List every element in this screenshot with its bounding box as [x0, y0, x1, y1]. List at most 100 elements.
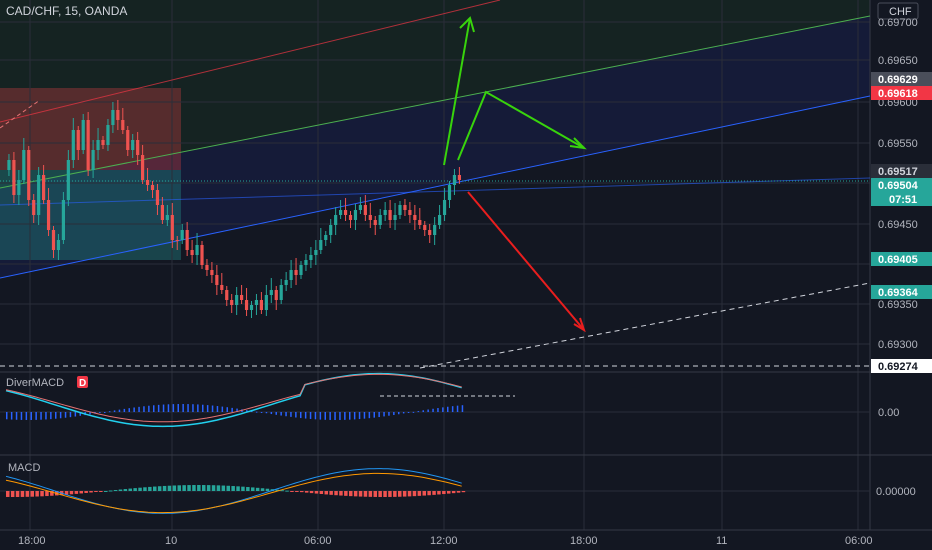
divermacd-histogram — [6, 404, 464, 420]
macd-bar — [187, 485, 191, 491]
candle-body — [190, 250, 194, 255]
candle-body — [141, 155, 145, 180]
macd-bar — [108, 490, 113, 492]
candle-body — [423, 225, 427, 230]
divermacd-bar — [79, 412, 81, 416]
candle-body — [235, 295, 239, 305]
divermacd-bar — [275, 412, 277, 415]
price-tick: 0.69550 — [878, 138, 918, 150]
divermacd-bar — [402, 412, 405, 414]
price-tag-text: 0.69618 — [878, 88, 918, 100]
divermacd-bar — [162, 404, 165, 412]
macd-bar — [221, 485, 226, 491]
candle-body — [42, 175, 46, 200]
macd-bar — [432, 491, 436, 495]
divermacd-bar — [353, 412, 356, 420]
divermacd-bar — [442, 407, 444, 412]
divermacd-bar — [221, 406, 224, 412]
divermacd-bar — [344, 412, 346, 420]
macd-tick: 0.00000 — [876, 486, 916, 498]
time-axis[interactable]: 18:00 10 06:00 12:00 18:00 11 06:00 — [18, 535, 873, 547]
macd-bar — [236, 486, 240, 491]
green-up-arrow[interactable] — [443, 16, 475, 166]
dashed-trend-line[interactable] — [419, 282, 871, 369]
green-channel-line[interactable] — [0, 15, 871, 189]
divermacd-bar — [40, 412, 42, 420]
red-channel-line[interactable] — [0, 0, 501, 123]
candle-body — [180, 230, 184, 240]
candle-body — [279, 285, 283, 300]
candle-body — [160, 205, 164, 220]
macd-bar — [393, 491, 397, 497]
divermacd-bar — [123, 408, 126, 412]
price-tag-0.69629: 0.69629 — [871, 72, 932, 86]
macd-bar — [251, 487, 255, 491]
price-axis[interactable]: 0.69700 0.69650 0.69600 0.69550 0.69450 … — [878, 17, 918, 351]
time-tick: 12:00 — [430, 535, 458, 547]
macd-bar — [138, 487, 142, 491]
candle-body — [116, 110, 120, 120]
macd-bar — [40, 491, 44, 497]
candle-body — [254, 300, 259, 305]
macd-bar — [402, 491, 407, 497]
macd-bar — [324, 491, 328, 495]
divermacd-bar — [74, 412, 77, 417]
divermacd-bar — [167, 404, 170, 412]
time-tick: 06:00 — [304, 535, 332, 547]
divermacd-bar — [398, 412, 400, 415]
macd-bar — [265, 488, 270, 491]
candle-body — [126, 130, 130, 150]
divermacd-bar — [69, 412, 72, 418]
macd-bar — [388, 491, 392, 497]
candle-body — [195, 245, 199, 255]
candle-body — [32, 200, 36, 215]
candlestick-series[interactable] — [7, 100, 461, 318]
macd-bar — [79, 491, 83, 494]
candle-body — [205, 265, 209, 270]
candle-body — [46, 200, 51, 230]
macd-bar — [89, 491, 93, 493]
divermacd-bar — [334, 412, 336, 420]
divermacd-signal-line — [5, 373, 462, 423]
candle-body — [86, 120, 90, 170]
macd-bar — [197, 485, 201, 491]
candle-body — [145, 180, 150, 185]
macd-bar — [20, 491, 25, 497]
dashed-red-line[interactable] — [0, 99, 41, 129]
divermacd-label[interactable]: DiverMACD — [6, 377, 64, 389]
symbol-title[interactable]: CAD/CHF, 15, OANDA — [6, 4, 127, 18]
price-tag-0.69618: 0.69618 — [871, 86, 932, 100]
divermacd-bar — [309, 412, 312, 419]
macd-bar — [280, 490, 284, 492]
macd-bar — [143, 487, 147, 491]
candle-body — [215, 275, 219, 285]
green-zigzag-arrow[interactable] — [457, 90, 587, 161]
divermacd-bar — [30, 412, 32, 420]
macd-bar — [349, 491, 353, 497]
currency-badge[interactable]: CHF — [877, 2, 919, 20]
macd-bar — [353, 491, 358, 497]
candle-body — [304, 260, 308, 265]
divermacd-bar — [226, 407, 228, 412]
divermacd-bar — [211, 405, 214, 412]
divermacd-bar — [422, 410, 424, 412]
countdown-tag: 07:51 — [871, 192, 932, 206]
divermacd-bar — [314, 412, 317, 420]
divermacd-bar — [182, 404, 184, 412]
candle-body — [428, 230, 432, 235]
divermacd-bar — [118, 409, 121, 412]
blue-mid-line[interactable] — [0, 177, 871, 206]
red-down-arrow[interactable] — [467, 191, 586, 333]
price-tick: 0.69300 — [878, 339, 918, 351]
macd-bar — [329, 491, 333, 495]
candle-body — [264, 295, 268, 310]
divermacd-bar — [143, 406, 145, 412]
macd-bar — [216, 485, 221, 491]
candle-body — [403, 205, 407, 210]
divermacd-badge[interactable]: D — [77, 376, 88, 389]
divermacd-bar — [153, 405, 155, 412]
macd-label[interactable]: MACD — [8, 462, 40, 474]
macd-bar — [206, 485, 211, 491]
blue-channel-line[interactable] — [0, 95, 871, 279]
